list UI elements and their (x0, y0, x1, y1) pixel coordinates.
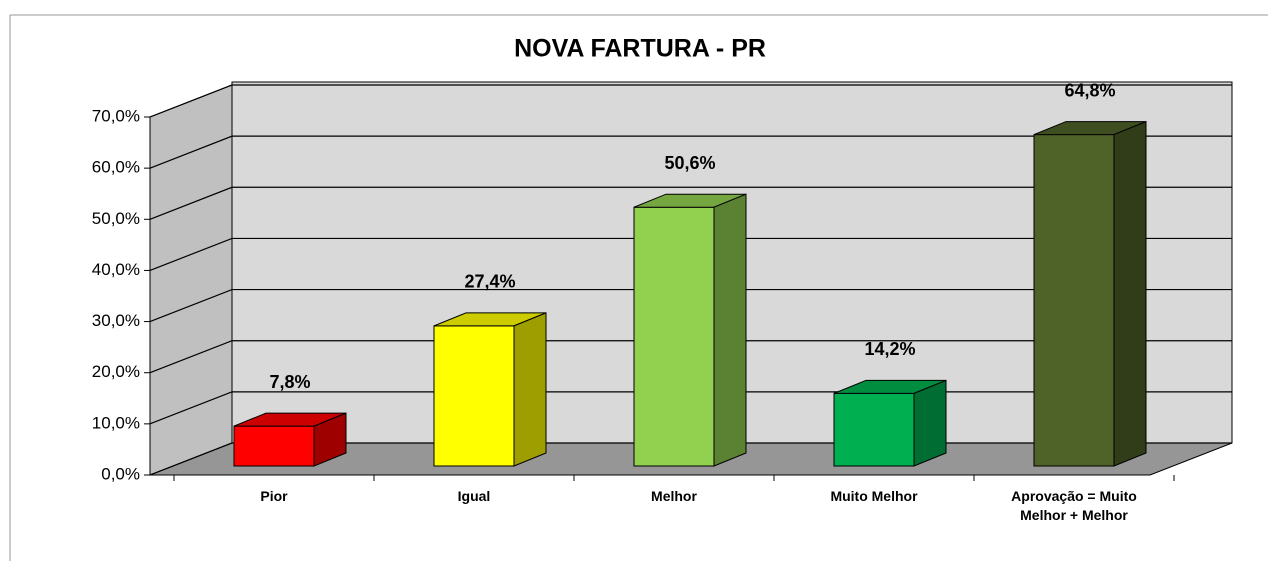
bar-front (433, 325, 515, 467)
value-label: 7,8% (269, 372, 310, 392)
bar-side (913, 379, 947, 467)
value-label: 50,6% (664, 153, 715, 173)
bar-front (833, 392, 915, 467)
bar-side (513, 312, 547, 467)
y-tick-label: 0,0% (101, 464, 140, 483)
bar-front (1033, 134, 1115, 467)
side-wall (149, 84, 233, 476)
y-tick-label: 60,0% (92, 158, 140, 177)
bar-side (313, 412, 347, 467)
value-label: 14,2% (864, 339, 915, 359)
x-tick-label: Aprovação = Muito Melhor + Melhor (1011, 488, 1137, 523)
value-label: 27,4% (464, 272, 515, 292)
grid-line (149, 135, 1232, 169)
bar-side (713, 193, 747, 467)
x-tick-label: Muito Melhor (830, 488, 918, 504)
grid-line (149, 237, 1232, 271)
value-label: 64,8% (1064, 80, 1115, 100)
y-tick-label: 30,0% (92, 311, 140, 330)
grid-line (149, 288, 1232, 323)
grid-line (149, 186, 1232, 220)
bar-front (633, 206, 715, 467)
y-tick-label: 70,0% (92, 106, 140, 125)
grid-line (149, 340, 1232, 374)
x-tick-label: Igual (457, 488, 491, 504)
y-tick-label: 40,0% (92, 260, 140, 279)
y-tick-label: 50,0% (92, 209, 140, 228)
grid-line (149, 84, 1232, 118)
x-tick-label: Pior (260, 488, 288, 504)
chart-title: NOVA FARTURA - PR (514, 35, 766, 63)
bar-front (233, 425, 315, 467)
y-tick-label: 10,0% (92, 413, 140, 432)
x-tick-label: Melhor (651, 488, 697, 504)
bar-side (1113, 120, 1147, 467)
y-tick-label: 20,0% (92, 362, 140, 381)
